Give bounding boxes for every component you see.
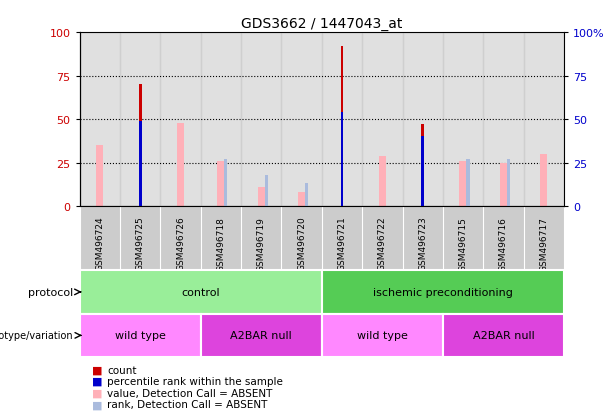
Bar <box>265 175 268 206</box>
Bar <box>322 271 564 314</box>
Bar <box>443 314 564 357</box>
Text: wild type: wild type <box>115 330 166 341</box>
Bar <box>421 125 424 206</box>
Text: GSM496718: GSM496718 <box>216 216 226 271</box>
Bar <box>524 33 564 206</box>
Bar <box>403 33 443 206</box>
Text: GSM496722: GSM496722 <box>378 216 387 271</box>
Text: wild type: wild type <box>357 330 408 341</box>
Text: count: count <box>107 365 137 375</box>
Bar <box>217 161 224 206</box>
Bar <box>443 33 483 206</box>
Bar <box>201 314 322 357</box>
Text: GSM496717: GSM496717 <box>539 216 548 271</box>
Bar <box>96 146 104 206</box>
Text: GSM496716: GSM496716 <box>499 216 508 271</box>
Bar <box>139 85 142 206</box>
Bar <box>322 314 443 357</box>
Bar <box>341 47 343 206</box>
Bar <box>201 33 241 206</box>
Bar <box>257 188 265 206</box>
Text: GSM496724: GSM496724 <box>96 216 104 271</box>
Text: GSM496726: GSM496726 <box>176 216 185 271</box>
Bar <box>507 160 510 206</box>
Bar <box>120 33 161 206</box>
Bar <box>322 33 362 206</box>
Text: GSM496721: GSM496721 <box>338 216 346 271</box>
Bar <box>466 160 470 206</box>
Text: percentile rank within the sample: percentile rank within the sample <box>107 376 283 386</box>
Bar <box>305 184 308 206</box>
Text: value, Detection Call = ABSENT: value, Detection Call = ABSENT <box>107 388 273 398</box>
Bar <box>161 33 201 206</box>
Bar <box>80 314 201 357</box>
Text: ischemic preconditioning: ischemic preconditioning <box>373 287 513 297</box>
Bar <box>540 154 547 206</box>
Bar <box>80 271 322 314</box>
Text: ■: ■ <box>92 399 102 409</box>
Bar <box>341 113 343 206</box>
Bar <box>362 33 403 206</box>
Bar <box>139 121 142 206</box>
Text: rank, Detection Call = ABSENT: rank, Detection Call = ABSENT <box>107 399 268 409</box>
Text: genotype/variation: genotype/variation <box>0 330 74 341</box>
Text: GSM496725: GSM496725 <box>135 216 145 271</box>
Bar <box>459 161 466 206</box>
Bar <box>421 137 424 206</box>
Bar <box>241 33 281 206</box>
Bar <box>298 192 305 206</box>
Bar <box>483 33 524 206</box>
Bar <box>500 163 507 206</box>
Text: GSM496720: GSM496720 <box>297 216 306 271</box>
Bar <box>177 123 185 206</box>
Title: GDS3662 / 1447043_at: GDS3662 / 1447043_at <box>241 17 403 31</box>
Text: ■: ■ <box>92 376 102 386</box>
Text: GSM496719: GSM496719 <box>257 216 266 271</box>
Text: ■: ■ <box>92 388 102 398</box>
Text: control: control <box>181 287 220 297</box>
Bar <box>80 33 120 206</box>
Text: A2BAR null: A2BAR null <box>230 330 292 341</box>
Text: ■: ■ <box>92 365 102 375</box>
Bar <box>224 160 227 206</box>
Text: GSM496715: GSM496715 <box>459 216 468 271</box>
Text: protocol: protocol <box>28 287 74 297</box>
Bar <box>281 33 322 206</box>
Text: GSM496723: GSM496723 <box>418 216 427 271</box>
Bar <box>379 156 386 206</box>
Text: A2BAR null: A2BAR null <box>473 330 535 341</box>
